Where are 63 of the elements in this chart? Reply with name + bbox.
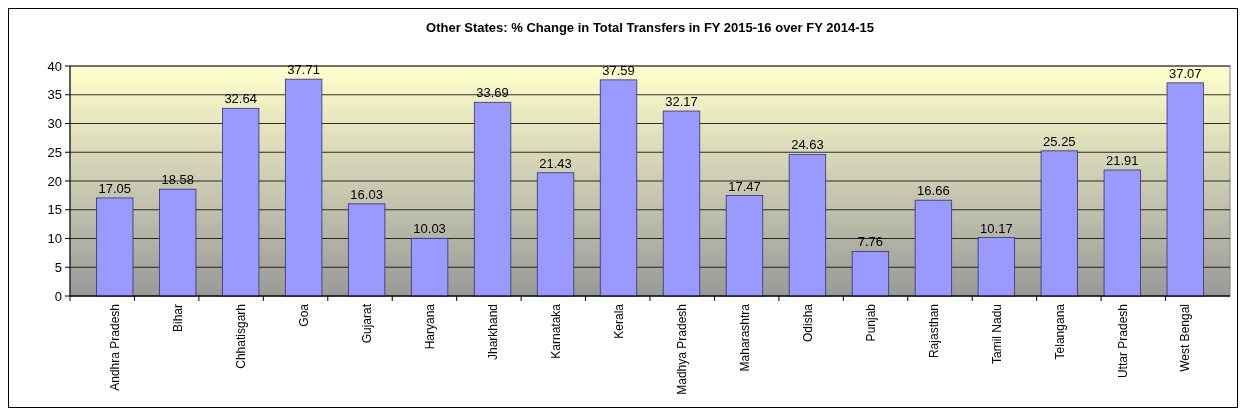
data-label: 21.43 (539, 155, 572, 171)
bar (410, 237, 449, 297)
data-label: 7.76 (857, 234, 884, 250)
data-label: 18.58 (161, 172, 194, 188)
x-tick-label: Goa (296, 303, 311, 327)
x-tick-label: Jharkhand (485, 304, 500, 361)
bar (725, 195, 764, 297)
bar (1166, 82, 1204, 297)
y-tick-label: 30 (47, 116, 62, 132)
y-tick-label: 10 (47, 231, 62, 247)
x-tick-label: Bihar (170, 304, 185, 333)
y-tick-label: 20 (47, 173, 62, 189)
data-label: 24.63 (791, 137, 824, 153)
bar (96, 197, 134, 297)
data-label: 10.17 (980, 220, 1013, 236)
y-tick-label: 5 (54, 259, 62, 275)
data-label: 37.59 (602, 62, 635, 78)
data-label: 37.71 (287, 62, 320, 78)
data-label: 16.03 (350, 186, 383, 202)
bar (536, 172, 575, 297)
data-label: 21.91 (1106, 153, 1139, 169)
bar (473, 101, 512, 297)
y-tick-label: 25 (47, 144, 62, 160)
x-tick-label: Karnataka (548, 303, 563, 359)
data-label: 32.17 (665, 94, 698, 110)
bar (222, 107, 260, 297)
bar (1040, 150, 1078, 297)
x-tick-label: Maharashtra (737, 303, 752, 372)
data-label: 10.03 (413, 221, 446, 237)
x-tick-label: Haryana (422, 303, 437, 350)
data-label: 17.05 (98, 180, 131, 196)
x-tick-label: West Bengal (1178, 304, 1193, 372)
bar (977, 237, 1016, 297)
y-tick-label: 35 (47, 87, 62, 103)
bar (1103, 169, 1141, 297)
data-label: 37.07 (1169, 65, 1202, 81)
bar (599, 79, 638, 297)
bar (914, 199, 953, 297)
x-tick-label: Madhya Pradesh (674, 304, 689, 395)
x-tick-label: Gujarat (359, 303, 374, 344)
bar (851, 250, 890, 297)
data-label: 16.66 (917, 183, 950, 199)
bar (662, 110, 701, 297)
x-tick-label: Punjab (863, 303, 878, 342)
y-tick-label: 0 (54, 288, 62, 304)
x-tick-label: Uttar Pradesh (1115, 304, 1130, 379)
y-tick-label: 40 (47, 58, 62, 74)
chart-title: Other States: % Change in Total Transfers in FY 2015-16 over FY 2014-15 (426, 20, 874, 35)
x-tick-label: Chhatisgarh (233, 304, 248, 369)
bar (347, 203, 386, 297)
x-tick-label: Kerala (611, 303, 626, 339)
data-label: 25.25 (1043, 133, 1076, 149)
x-tick-label: Tamil Nadu (989, 304, 1004, 365)
data-label: 32.64 (224, 91, 257, 107)
x-tick-label: Andhra Pradesh (107, 304, 122, 391)
x-tick-label: Rajasthan (926, 304, 941, 359)
x-tick-label: Telangana (1052, 303, 1067, 360)
y-tick-label: 15 (47, 202, 62, 218)
bar (159, 188, 197, 297)
x-tick-label: Odisha (800, 303, 815, 343)
bar (788, 153, 827, 297)
bar (284, 78, 323, 297)
data-label: 17.47 (728, 178, 761, 194)
